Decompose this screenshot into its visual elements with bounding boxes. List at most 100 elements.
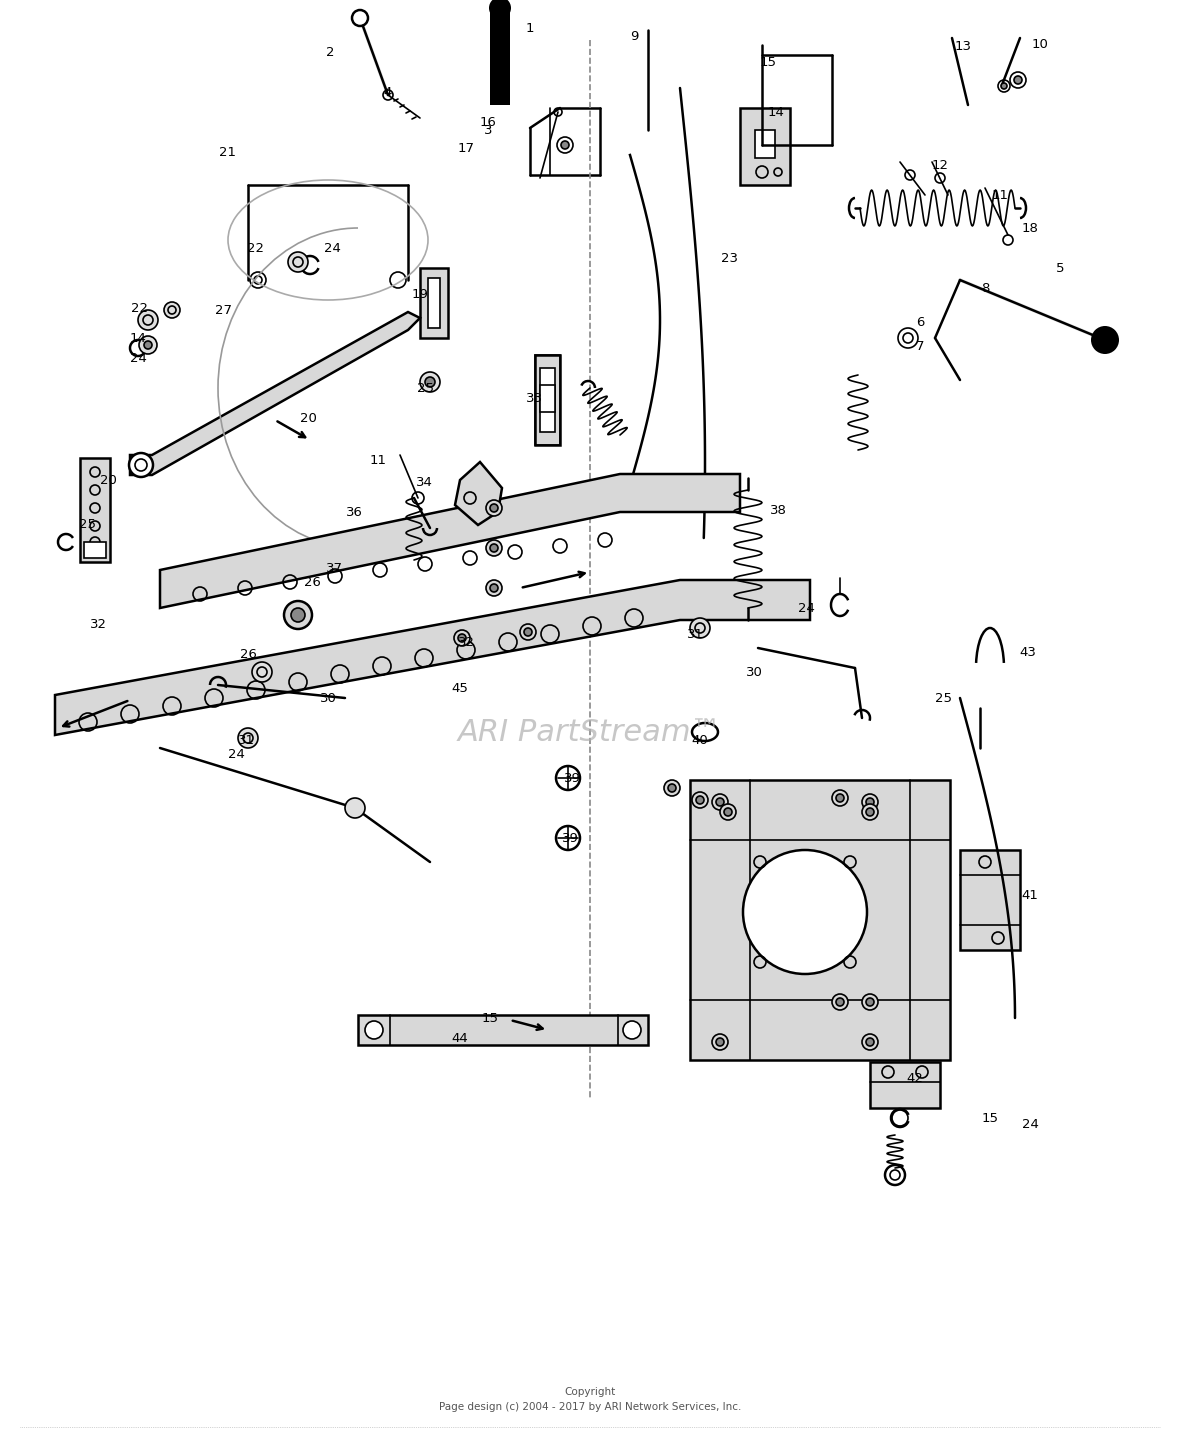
Polygon shape [358, 1015, 648, 1045]
Circle shape [866, 1038, 874, 1045]
Text: 15: 15 [760, 55, 776, 68]
Text: 11: 11 [991, 188, 1009, 202]
Text: 45: 45 [452, 682, 468, 695]
Circle shape [365, 1021, 384, 1040]
Circle shape [490, 544, 498, 552]
Circle shape [486, 500, 502, 516]
Circle shape [866, 808, 874, 816]
Text: 3: 3 [484, 123, 492, 136]
Text: 42: 42 [906, 1072, 924, 1085]
Circle shape [832, 790, 848, 806]
Text: 32: 32 [90, 618, 106, 631]
Polygon shape [740, 107, 789, 186]
Text: 36: 36 [346, 506, 362, 519]
Text: 18: 18 [1022, 222, 1038, 235]
Circle shape [238, 728, 258, 748]
Circle shape [486, 539, 502, 555]
Text: 25: 25 [936, 692, 952, 705]
Circle shape [1014, 75, 1022, 84]
Circle shape [490, 584, 498, 592]
Text: 30: 30 [320, 692, 336, 705]
Text: 24: 24 [228, 748, 244, 760]
Text: 14: 14 [767, 106, 785, 119]
Circle shape [623, 1021, 641, 1040]
Circle shape [288, 252, 308, 273]
Polygon shape [540, 386, 555, 412]
Text: 31: 31 [687, 628, 703, 641]
Polygon shape [490, 9, 510, 104]
Circle shape [835, 795, 844, 802]
Text: 39: 39 [564, 771, 581, 784]
Polygon shape [540, 368, 555, 432]
Text: 11: 11 [369, 454, 387, 467]
Polygon shape [535, 355, 560, 445]
Text: 31: 31 [237, 734, 255, 747]
Polygon shape [455, 463, 502, 525]
Circle shape [489, 0, 511, 19]
Circle shape [863, 1034, 878, 1050]
Text: 27: 27 [216, 303, 232, 316]
Text: 13: 13 [955, 39, 971, 52]
Text: 15: 15 [481, 1012, 498, 1025]
Circle shape [668, 784, 676, 792]
Circle shape [863, 995, 878, 1011]
Circle shape [164, 302, 181, 318]
Text: 23: 23 [721, 251, 739, 264]
Circle shape [664, 780, 680, 796]
Text: 6: 6 [916, 316, 924, 329]
Circle shape [696, 796, 704, 803]
Circle shape [863, 795, 878, 811]
Circle shape [486, 580, 502, 596]
Text: ARI PartStream™: ARI PartStream™ [458, 718, 722, 747]
Circle shape [560, 141, 569, 149]
Polygon shape [420, 268, 448, 338]
Text: 22: 22 [131, 302, 149, 315]
Circle shape [291, 608, 304, 622]
Circle shape [832, 995, 848, 1011]
Text: Page design (c) 2004 - 2017 by ARI Network Services, Inc.: Page design (c) 2004 - 2017 by ARI Netwo… [439, 1402, 741, 1411]
Circle shape [345, 798, 365, 818]
Circle shape [743, 850, 867, 974]
Text: 9: 9 [630, 29, 638, 42]
Polygon shape [870, 1061, 940, 1108]
Polygon shape [160, 474, 740, 608]
Text: 10: 10 [1031, 38, 1049, 51]
Circle shape [139, 336, 157, 354]
Circle shape [490, 505, 498, 512]
Circle shape [520, 624, 536, 639]
Circle shape [866, 798, 874, 806]
Polygon shape [961, 850, 1020, 950]
Text: 14: 14 [130, 332, 146, 345]
Text: 19: 19 [412, 287, 428, 300]
Circle shape [691, 792, 708, 808]
Text: 20: 20 [300, 412, 316, 425]
Circle shape [420, 373, 440, 392]
Circle shape [1001, 83, 1007, 88]
Circle shape [866, 998, 874, 1006]
Polygon shape [84, 542, 106, 558]
Text: 40: 40 [691, 734, 708, 747]
Circle shape [454, 629, 470, 647]
Text: 16: 16 [479, 116, 497, 129]
Text: 33: 33 [525, 392, 543, 405]
Text: 34: 34 [415, 476, 432, 489]
Text: 24: 24 [1022, 1118, 1038, 1131]
Text: 12: 12 [931, 158, 949, 171]
Text: 17: 17 [458, 142, 474, 155]
Text: 39: 39 [562, 831, 578, 844]
Circle shape [835, 998, 844, 1006]
Text: 1: 1 [526, 22, 535, 35]
Polygon shape [130, 312, 420, 476]
Text: 21: 21 [219, 145, 236, 158]
Polygon shape [690, 780, 950, 1060]
Circle shape [524, 628, 532, 637]
Text: 24: 24 [798, 602, 814, 615]
Text: 2: 2 [326, 45, 334, 58]
Circle shape [284, 600, 312, 629]
Text: 20: 20 [99, 474, 117, 487]
Text: 8: 8 [981, 281, 989, 294]
Circle shape [712, 795, 728, 811]
Circle shape [716, 798, 725, 806]
Text: 25: 25 [79, 518, 97, 531]
Polygon shape [755, 130, 775, 158]
